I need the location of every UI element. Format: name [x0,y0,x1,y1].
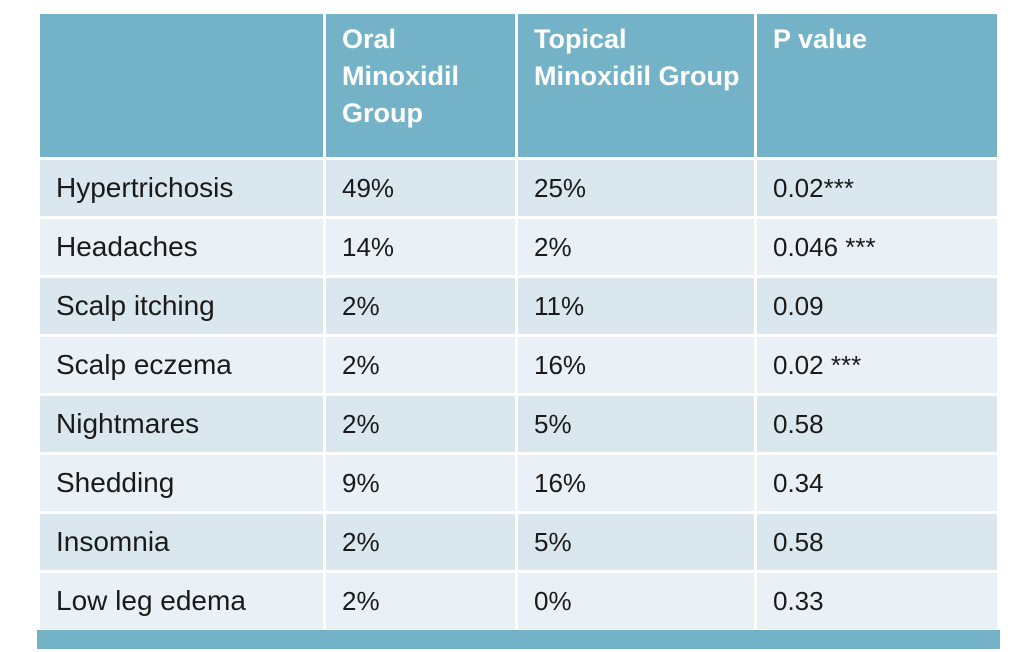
table-body: Hypertrichosis 49% 25% 0.02*** Headaches 14% 2… [40,160,997,629]
topical-value-cell: 5% [518,396,754,452]
oral-value-cell: 2% [326,337,515,393]
table-row: Headaches 14% 2% 0.046 *** [40,219,997,275]
pvalue-cell: 0.58 [757,514,997,570]
topical-value-cell: 11% [518,278,754,334]
topical-value-cell: 0% [518,573,754,629]
row-label-cell: Low leg edema [40,573,323,629]
row-label-cell: Hypertrichosis [40,160,323,216]
col-header-topical: Topical Minoxidil Group [518,14,754,157]
row-label-cell: Shedding [40,455,323,511]
oral-value-cell: 49% [326,160,515,216]
pvalue-cell: 0.02 *** [757,337,997,393]
row-label-cell: Insomnia [40,514,323,570]
table-row: Shedding 9% 16% 0.34 [40,455,997,511]
topical-value-cell: 16% [518,455,754,511]
table-row: Hypertrichosis 49% 25% 0.02*** [40,160,997,216]
corner-cell [40,14,323,157]
topical-value-cell: 2% [518,219,754,275]
oral-value-cell: 14% [326,219,515,275]
table-row: Nightmares 2% 5% 0.58 [40,396,997,452]
col-header-oral: Oral Minoxidil Group [326,14,515,157]
pvalue-cell: 0.09 [757,278,997,334]
oral-value-cell: 2% [326,573,515,629]
pvalue-cell: 0.33 [757,573,997,629]
oral-value-cell: 2% [326,514,515,570]
oral-value-cell: 9% [326,455,515,511]
pvalue-cell: 0.58 [757,396,997,452]
table-row: Scalp eczema 2% 16% 0.02 *** [40,337,997,393]
table-header: Oral Minoxidil Group Topical Minoxidil G… [40,14,997,157]
side-effects-table: Oral Minoxidil Group Topical Minoxidil G… [37,11,1000,632]
header-row: Oral Minoxidil Group Topical Minoxidil G… [40,14,997,157]
pvalue-cell: 0.046 *** [757,219,997,275]
col-header-pvalue: P value [757,14,997,157]
oral-value-cell: 2% [326,396,515,452]
row-label-cell: Scalp eczema [40,337,323,393]
oral-value-cell: 2% [326,278,515,334]
pvalue-cell: 0.02*** [757,160,997,216]
bottom-accent-bar [37,630,1000,649]
row-label-cell: Scalp itching [40,278,323,334]
topical-value-cell: 16% [518,337,754,393]
topical-value-cell: 5% [518,514,754,570]
topical-value-cell: 25% [518,160,754,216]
table-row: Insomnia 2% 5% 0.58 [40,514,997,570]
row-label-cell: Nightmares [40,396,323,452]
table-row: Low leg edema 2% 0% 0.33 [40,573,997,629]
row-label-cell: Headaches [40,219,323,275]
table-row: Scalp itching 2% 11% 0.09 [40,278,997,334]
pvalue-cell: 0.34 [757,455,997,511]
